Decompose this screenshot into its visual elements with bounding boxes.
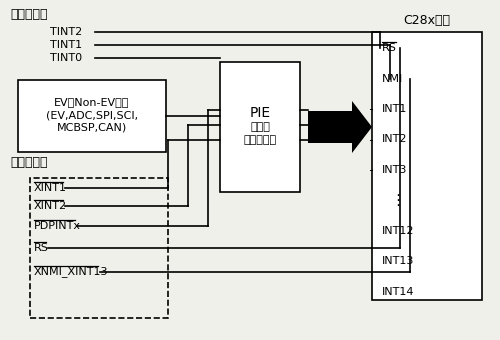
- Bar: [30, 178, 168, 318]
- Text: RS: RS: [382, 43, 397, 53]
- Text: INT12: INT12: [382, 226, 414, 236]
- Text: RS: RS: [34, 243, 49, 253]
- Text: XNMI_XINT13: XNMI_XINT13: [34, 267, 108, 277]
- Bar: [220, 62, 300, 192]
- Text: 外部中断源: 外部中断源: [10, 155, 48, 169]
- Text: TINT1: TINT1: [50, 40, 82, 50]
- Text: C28x内核: C28x内核: [404, 14, 450, 27]
- Text: XINT1: XINT1: [34, 183, 67, 193]
- Text: TINT2: TINT2: [50, 27, 82, 37]
- FancyArrow shape: [308, 101, 372, 153]
- Text: XINT2: XINT2: [34, 201, 67, 211]
- Text: MCBSP,CAN): MCBSP,CAN): [57, 123, 127, 133]
- Text: ⋮: ⋮: [390, 193, 405, 208]
- Text: （外设: （外设: [250, 122, 270, 132]
- Text: INT14: INT14: [382, 287, 414, 297]
- Text: 内部中断源: 内部中断源: [10, 8, 48, 21]
- Text: INT3: INT3: [382, 165, 407, 175]
- Text: (EV,ADC,SPI,SCI,: (EV,ADC,SPI,SCI,: [46, 110, 138, 120]
- Text: INT1: INT1: [382, 104, 407, 114]
- Bar: [18, 80, 166, 152]
- Text: 中断扩展）: 中断扩展）: [244, 135, 276, 145]
- Text: TINT0: TINT0: [50, 53, 82, 63]
- Text: EV和Non-EV外设: EV和Non-EV外设: [54, 97, 130, 107]
- Text: PDPINTx: PDPINTx: [34, 221, 81, 231]
- Text: NMI: NMI: [382, 73, 403, 84]
- Text: INT2: INT2: [382, 135, 407, 144]
- Text: INT13: INT13: [382, 256, 414, 267]
- Bar: [372, 32, 482, 300]
- Text: PIE: PIE: [250, 106, 270, 120]
